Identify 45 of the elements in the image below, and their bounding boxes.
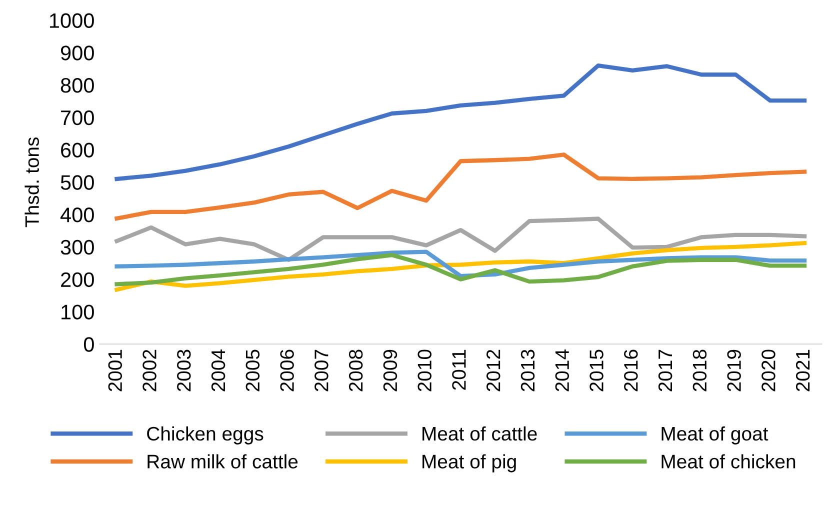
y-tick-label: 300 <box>60 240 94 255</box>
legend-label: Meat of pig <box>422 454 516 472</box>
y-tick-label: 100 <box>62 304 94 320</box>
x-tick-label: 2016 <box>624 350 638 392</box>
line-series <box>114 240 807 292</box>
x-tick-label: 2010 <box>418 350 432 392</box>
y-tick-label: 0 <box>84 337 94 352</box>
y-tick-label: 600 <box>61 142 94 158</box>
x-tick-label: 2014 <box>555 350 570 392</box>
x-tick-label: 2005 <box>246 350 260 392</box>
x-tick-label: 2018 <box>692 350 707 392</box>
x-tick-label: 2012 <box>486 350 500 392</box>
x-tick-label: 2004 <box>211 350 226 392</box>
x-tick-label: 2001 <box>108 350 122 392</box>
y-tick-label: 400 <box>60 208 94 222</box>
x-tick-label: 2020 <box>762 350 776 392</box>
x-tick-label: 2013 <box>520 350 535 392</box>
x-tick-label: 2021 <box>796 350 810 392</box>
x-tick-label: 2011 <box>452 350 466 390</box>
y-tick-label: 500 <box>60 175 94 190</box>
y-axis-title: Thsd. tons <box>24 137 39 228</box>
line-series <box>114 152 807 221</box>
legend-label: Chicken eggs <box>147 426 264 444</box>
y-tick-label: 900 <box>60 46 94 60</box>
legend-label: Meat of goat <box>662 426 768 444</box>
x-tick-label: 2017 <box>658 350 672 392</box>
y-tick-label: 200 <box>61 272 94 288</box>
x-tick-label: 2019 <box>727 350 741 392</box>
x-tick-label: 2007 <box>314 350 328 392</box>
x-tick-label: 2006 <box>280 350 294 392</box>
x-tick-label: 2002 <box>142 350 156 392</box>
x-tick-label: 2015 <box>590 350 604 392</box>
line-series <box>114 216 807 262</box>
legend-label: Meat of chicken <box>662 454 796 468</box>
x-tick-label: 2003 <box>177 350 191 392</box>
x-tick-label: 2009 <box>383 350 398 392</box>
line-series <box>114 252 807 286</box>
y-tick-label: 700 <box>61 110 94 126</box>
y-tick-label: 1000 <box>50 13 94 28</box>
x-tick-label: 2008 <box>348 350 363 392</box>
y-tick-label: 800 <box>60 78 94 93</box>
legend-label: Meat of cattle <box>422 426 537 441</box>
line-series <box>114 63 807 182</box>
legend-label: Raw milk of cattle <box>148 454 298 468</box>
line-series <box>114 250 807 278</box>
